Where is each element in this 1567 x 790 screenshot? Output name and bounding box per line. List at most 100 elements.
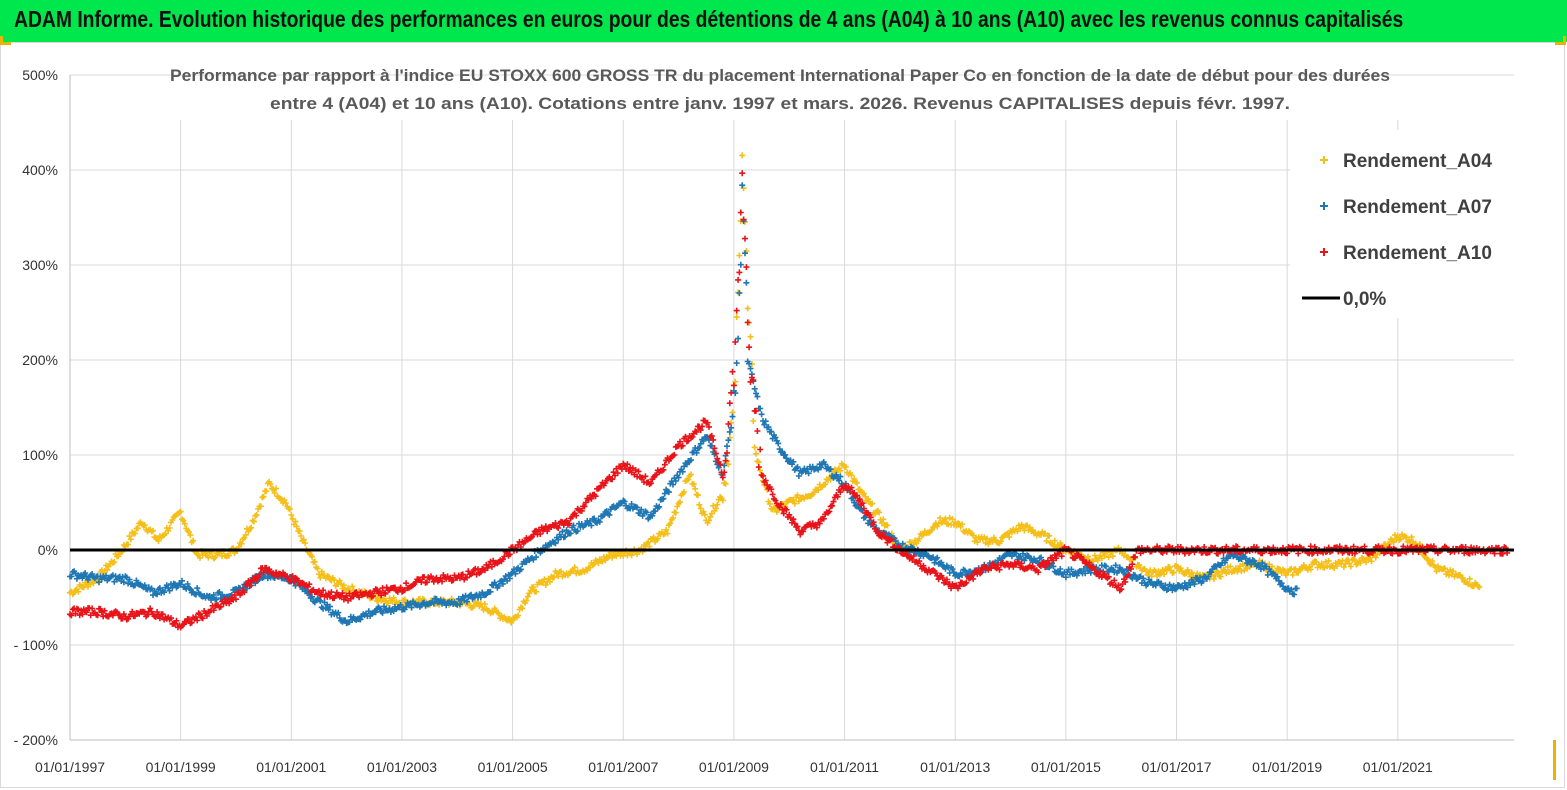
point [288, 512, 295, 518]
legend-label: Rendement_A07 [1343, 197, 1492, 218]
point [610, 469, 617, 476]
point [660, 466, 667, 473]
point [320, 587, 327, 594]
point [487, 588, 494, 595]
point [89, 605, 96, 612]
point [210, 591, 217, 598]
point [1403, 534, 1410, 541]
point [797, 531, 804, 538]
point [392, 584, 398, 591]
legend-label: Rendement_A04 [1343, 151, 1492, 172]
point [257, 503, 264, 510]
point [271, 490, 278, 496]
point [68, 612, 75, 619]
point [367, 589, 374, 596]
point [704, 419, 711, 426]
legend-item: Rendement_A10 [1320, 243, 1492, 264]
point [423, 579, 430, 586]
point [469, 570, 476, 577]
point [762, 418, 769, 425]
point [717, 461, 724, 468]
point [634, 504, 641, 511]
point [194, 617, 201, 624]
point [664, 530, 671, 537]
point [515, 612, 522, 619]
point [721, 469, 728, 476]
point [83, 609, 90, 616]
point [517, 566, 524, 573]
point [132, 530, 138, 537]
point [147, 605, 154, 612]
point [647, 480, 654, 487]
point [874, 528, 881, 535]
point [173, 617, 180, 624]
point [459, 571, 466, 578]
point [533, 527, 540, 534]
point [552, 540, 559, 547]
x-tick-label: 01/01/2019 [1252, 759, 1322, 775]
point [1090, 563, 1097, 570]
point [706, 517, 712, 524]
point [693, 449, 700, 456]
point [1046, 532, 1053, 539]
point [984, 535, 990, 542]
point [982, 539, 989, 546]
point [854, 480, 860, 486]
point [765, 424, 772, 431]
point [854, 492, 860, 499]
point [1105, 554, 1112, 561]
point [959, 521, 966, 528]
point [869, 500, 876, 507]
point [757, 467, 764, 474]
point [837, 473, 844, 480]
point [233, 596, 239, 603]
point [1078, 553, 1085, 560]
point [349, 583, 356, 590]
point [1050, 563, 1057, 570]
point [884, 522, 891, 529]
point [696, 444, 703, 451]
point [187, 532, 194, 539]
point [916, 558, 923, 565]
point [519, 605, 526, 612]
point [574, 528, 581, 534]
point [795, 498, 802, 505]
point [813, 524, 820, 531]
point [736, 269, 743, 276]
y-axis-ticks: 500% 400% 300% 200% 100% 0% - 100% - 200% [14, 67, 58, 748]
point [357, 616, 364, 623]
point [1148, 573, 1155, 580]
point [688, 471, 694, 478]
point [697, 427, 704, 434]
point [699, 423, 706, 430]
point [292, 518, 299, 525]
point [654, 535, 661, 542]
legend-label: 0,0% [1343, 289, 1386, 310]
point [1125, 572, 1132, 579]
point [1259, 560, 1266, 567]
point [795, 473, 802, 479]
point [742, 235, 748, 242]
point [726, 400, 733, 407]
point [870, 519, 877, 526]
point [506, 575, 513, 582]
point [931, 559, 938, 566]
point [746, 360, 753, 367]
point [762, 477, 769, 484]
legend-marker [1320, 202, 1328, 210]
corner-marker [0, 36, 11, 45]
point [757, 446, 764, 453]
point [736, 252, 743, 259]
point [1307, 566, 1314, 573]
x-tick-label: 01/01/2009 [699, 759, 769, 775]
point [660, 495, 667, 502]
point [719, 474, 726, 481]
point [328, 589, 335, 596]
point [1105, 573, 1112, 580]
point [772, 497, 779, 504]
point [1118, 586, 1125, 593]
point [737, 261, 744, 268]
point [671, 451, 678, 458]
point [628, 552, 635, 559]
point [1053, 555, 1060, 562]
